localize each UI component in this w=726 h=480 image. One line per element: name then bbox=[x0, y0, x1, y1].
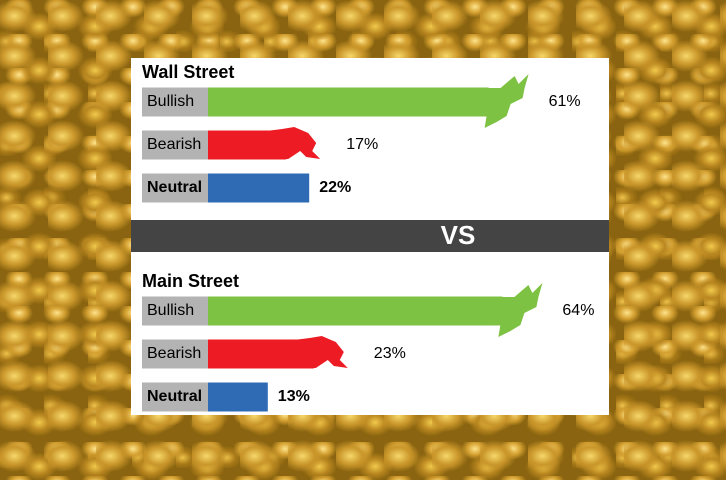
category-box bbox=[142, 87, 208, 117]
category-label: Bullish bbox=[147, 93, 194, 110]
value-label: 64% bbox=[562, 302, 594, 319]
category-box bbox=[142, 173, 208, 203]
bull-icon bbox=[482, 283, 543, 337]
category-label: Neutral bbox=[147, 388, 202, 405]
category-label: Bearish bbox=[147, 136, 201, 153]
category-box bbox=[142, 382, 208, 412]
separator-bar bbox=[131, 220, 609, 252]
chart-title: Wall Street bbox=[142, 62, 234, 82]
category-label: Bearish bbox=[147, 345, 201, 362]
value-label: 23% bbox=[374, 345, 406, 362]
value-label: 22% bbox=[319, 179, 351, 196]
bear-icon bbox=[293, 336, 348, 368]
category-box bbox=[142, 130, 208, 160]
category-box bbox=[142, 296, 208, 326]
value-label: 17% bbox=[346, 136, 378, 153]
category-box bbox=[142, 339, 208, 369]
bar bbox=[208, 296, 503, 326]
category-label: Neutral bbox=[147, 179, 202, 196]
separator-label: VS bbox=[441, 220, 476, 250]
bar bbox=[208, 173, 310, 203]
bull-icon bbox=[468, 74, 529, 128]
category-label: Bullish bbox=[147, 302, 194, 319]
value-label: 13% bbox=[278, 388, 310, 405]
bar bbox=[208, 382, 268, 412]
value-label: 61% bbox=[549, 93, 581, 110]
bar bbox=[208, 87, 489, 117]
bear-icon bbox=[266, 127, 321, 159]
chart-title: Main Street bbox=[142, 271, 239, 291]
